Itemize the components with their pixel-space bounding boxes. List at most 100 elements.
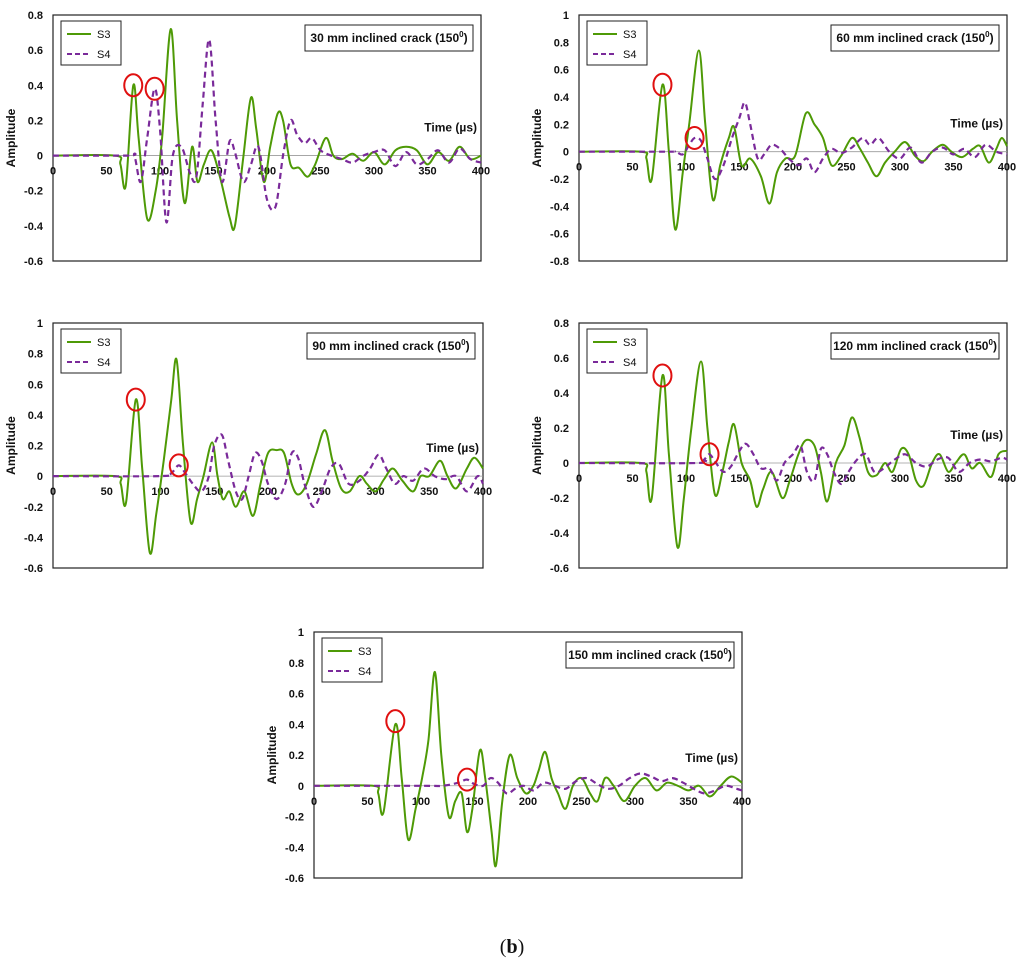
x-tick-label: 150 — [730, 473, 748, 485]
highlight-circle — [144, 76, 165, 101]
y-axis-label: Amplitude — [4, 108, 18, 167]
x-tick-label: 150 — [465, 796, 483, 808]
y-tick-label: 0.6 — [28, 45, 43, 57]
chart-title: 150 mm inclined crack (1500) — [568, 647, 732, 662]
x-tick-label: 250 — [837, 473, 855, 485]
y-tick-label: 0.8 — [554, 318, 569, 330]
legend-box — [586, 20, 648, 66]
highlight-circle — [684, 126, 705, 150]
y-tick-label: 0.4 — [554, 388, 570, 400]
y-axis-label: Amplitude — [530, 416, 544, 475]
y-axis-label: Amplitude — [4, 416, 18, 475]
legend-label-s3: S3 — [623, 337, 636, 349]
y-tick-label: 0.8 — [554, 37, 569, 49]
y-tick-label: 0.4 — [289, 719, 305, 731]
x-tick-label: 350 — [944, 473, 962, 485]
x-tick-label: 150 — [205, 486, 223, 498]
y-tick-label: 0.2 — [554, 119, 569, 131]
y-axis-label: Amplitude — [530, 108, 544, 167]
legend-label-s4: S4 — [623, 357, 636, 369]
x-tick-label: 100 — [412, 796, 430, 808]
x-tick-label: 350 — [420, 486, 438, 498]
legend-label-s3: S3 — [623, 29, 636, 41]
chart-title-box — [830, 332, 1000, 360]
legend-box — [586, 328, 648, 374]
legend-label-s3: S3 — [97, 337, 110, 349]
x-axis-label: Time (µs) — [950, 117, 1003, 131]
y-tick-label: 0.2 — [554, 423, 569, 435]
x-tick-label: 100 — [151, 166, 169, 178]
x-tick-label: 200 — [784, 162, 802, 174]
figure-caption: (b) — [0, 936, 1024, 959]
x-tick-label: 50 — [100, 166, 112, 178]
legend-label-s4: S4 — [623, 49, 636, 61]
chart-title-box — [306, 332, 476, 360]
highlight-circle — [652, 363, 673, 388]
chart-title-box — [304, 24, 474, 52]
x-tick-label: 200 — [784, 473, 802, 485]
chart-panel-1: -0.6-0.4-0.200.20.40.60.80 50 100 150 200 250… — [4, 10, 490, 268]
x-tick-label: 400 — [474, 486, 492, 498]
y-tick-label: 0.6 — [289, 689, 304, 701]
x-tick-label: 0 — [576, 162, 582, 174]
y-tick-label: 0.2 — [28, 115, 43, 127]
plot-frame — [313, 631, 743, 879]
y-tick-label: -0.2 — [24, 186, 43, 198]
y-tick-label: -0.6 — [550, 229, 569, 241]
y-tick-label: -0.6 — [285, 873, 304, 885]
highlight-circle — [385, 709, 406, 734]
x-tick-label: 400 — [998, 162, 1016, 174]
x-tick-label: 350 — [679, 796, 697, 808]
legend-label-s4: S4 — [97, 49, 110, 61]
y-tick-label: -0.4 — [550, 201, 570, 213]
chart-title: 60 mm inclined crack (1500) — [836, 30, 993, 45]
x-axis-label: Time (µs) — [685, 751, 738, 765]
highlight-circle — [699, 442, 720, 467]
plot-frame — [578, 14, 1008, 262]
y-tick-label: 1 — [563, 10, 569, 22]
series-line-s4 — [578, 442, 1008, 486]
x-tick-label: 200 — [519, 796, 537, 808]
x-axis-label: Time (µs) — [426, 441, 479, 455]
legend-box — [60, 328, 122, 374]
chart-panel-4: -0.6-0.4-0.200.20.40.60.80 50 100 150 200 250… — [530, 318, 1016, 575]
y-tick-label: 0 — [37, 151, 43, 163]
y-tick-label: -0.2 — [550, 493, 569, 505]
chart-panel-5: -0.6 -0.4 -0.2 0 0.2 0.4 0.6 0.8 1 0 50 100 150 200 25… — [265, 627, 751, 885]
y-tick-label: -0.6 — [550, 563, 569, 575]
series-line-s3 — [313, 670, 743, 868]
plot-frame — [578, 322, 1008, 569]
y-tick-label: -0.6 — [24, 256, 43, 268]
y-tick-label: 0 — [298, 781, 304, 793]
y-tick-label: 0.8 — [28, 349, 43, 361]
x-tick-label: 200 — [259, 486, 277, 498]
x-tick-label: 50 — [101, 486, 113, 498]
y-tick-label: 0 — [563, 147, 569, 159]
caption-close: ) — [517, 936, 525, 958]
y-tick-label: 0 — [563, 458, 569, 470]
highlight-circle — [125, 387, 146, 412]
x-tick-label: 50 — [626, 473, 638, 485]
y-tick-label: -0.4 — [550, 528, 570, 540]
y-tick-label: -0.2 — [550, 174, 569, 186]
y-tick-label: 0.2 — [28, 441, 43, 453]
y-tick-label: 0.6 — [554, 65, 569, 77]
y-tick-label: -0.4 — [285, 842, 305, 854]
chart-title: 120 mm inclined crack (1500) — [833, 338, 997, 353]
chart-title-box — [830, 24, 1000, 52]
x-axis-label: Time (µs) — [950, 428, 1003, 442]
x-tick-label: 250 — [837, 162, 855, 174]
x-tick-label: 300 — [891, 473, 909, 485]
x-tick-label: 100 — [151, 486, 169, 498]
highlight-circle — [457, 767, 478, 792]
x-tick-label: 0 — [50, 166, 56, 178]
x-tick-label: 250 — [311, 166, 329, 178]
highlight-circle — [123, 73, 144, 98]
y-axis-label: Amplitude — [265, 725, 279, 784]
y-tick-label: 0.2 — [289, 750, 304, 762]
caption-letter: b — [506, 936, 518, 958]
series-line-s4 — [52, 433, 484, 508]
x-tick-label: 400 — [472, 166, 490, 178]
y-tick-label: -0.8 — [550, 256, 569, 268]
